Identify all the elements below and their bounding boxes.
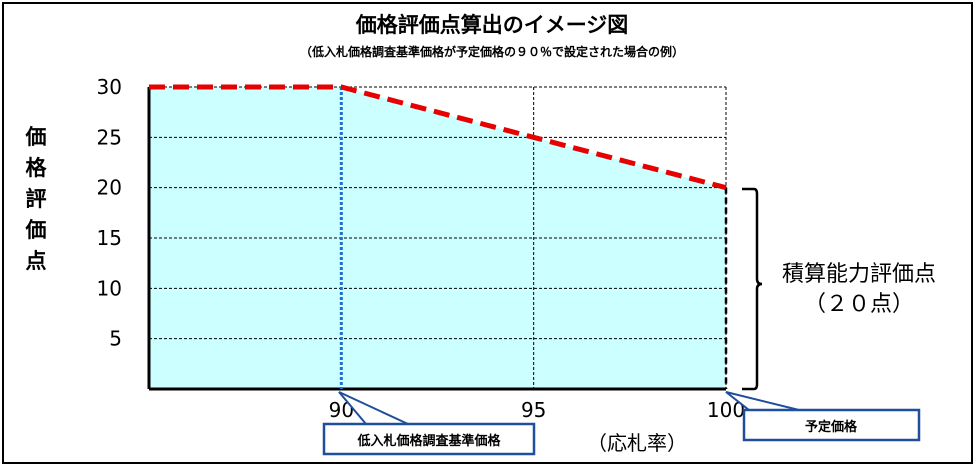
chart-title: 価格評価点算出のイメージ図 <box>355 13 629 37</box>
chart-subtitle: （低入札価格調査基準価格が予定価格の９０％で設定された場合の例） <box>300 44 684 59</box>
bracket-label-line1: 積算能力評価点 <box>782 262 936 287</box>
y-axis-label-char: 点 <box>26 249 47 273</box>
callout-lower-limit: 低入札価格調査基準価格 <box>356 433 501 449</box>
y-axis-label-char: 評 <box>26 187 47 211</box>
y-axis-label-char: 格 <box>26 156 48 180</box>
y-axis-label-char: 価 <box>25 218 47 242</box>
bracket <box>742 187 763 391</box>
axis-layer <box>147 87 726 391</box>
area-layer <box>149 87 726 389</box>
callout-planned-price-box <box>742 408 921 442</box>
chart-svg: 価格評価点算出のイメージ図 （低入札価格調査基準価格が予定価格の９０％で設定され… <box>25 13 936 456</box>
y-tick-label-10: 10 <box>97 276 122 300</box>
y-tick-label-20: 20 <box>97 176 122 200</box>
callout-lower-limit-box <box>322 422 536 456</box>
callout-planned-price: 予定価格 <box>805 419 858 435</box>
bracket-label-line2: （２０点） <box>804 292 914 317</box>
series-layer <box>148 84 727 389</box>
y-axis-label: 価格評価点 <box>25 125 48 273</box>
y-tick-label-30: 30 <box>97 75 122 99</box>
area-fill <box>149 87 726 389</box>
x-tick-label-95: 95 <box>521 398 546 422</box>
y-tick-label-5: 5 <box>109 327 122 351</box>
y-tick-label-25: 25 <box>97 125 122 149</box>
x-axis-unit: （応札率） <box>587 431 687 455</box>
y-tick-label-15: 15 <box>97 226 122 250</box>
y-axis-label-char: 価 <box>25 125 47 149</box>
